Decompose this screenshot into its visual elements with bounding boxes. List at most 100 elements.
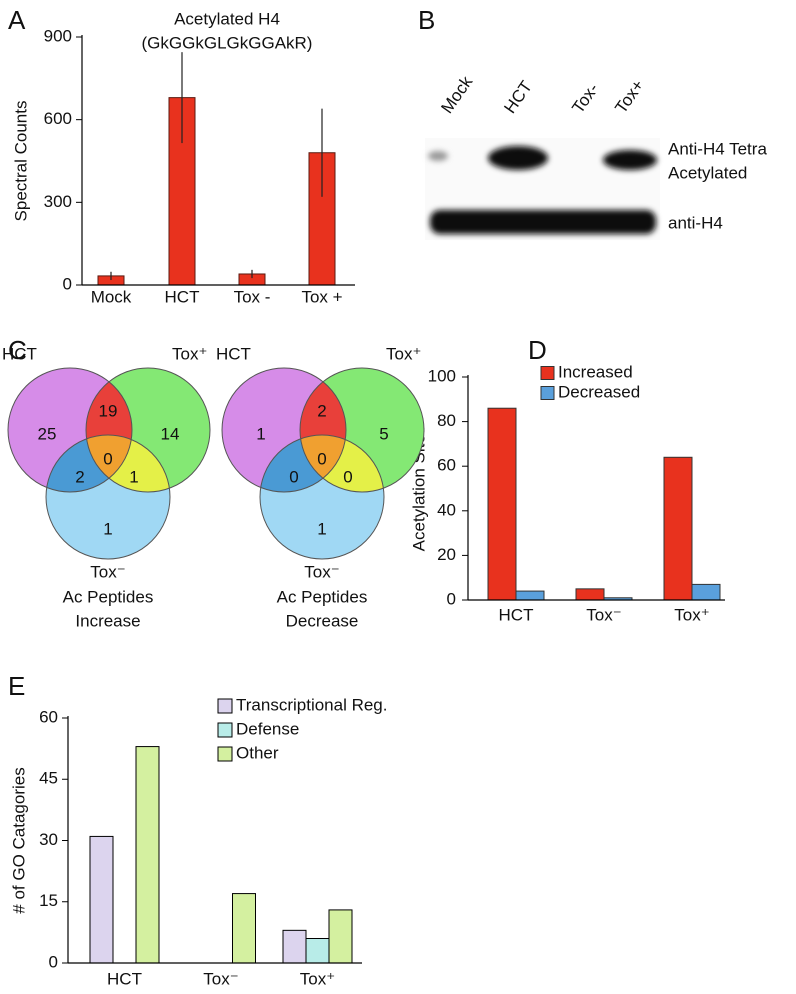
lane-label: Mock — [437, 72, 476, 117]
panel-letter: E — [8, 671, 25, 701]
chart-subtitle: (GkGGkGLGkGGAkR) — [142, 33, 313, 52]
set-label: Tox⁺ — [386, 344, 421, 363]
venn-caption: Ac Peptides — [63, 587, 154, 606]
venn-outline — [221, 367, 347, 493]
venn-count: 5 — [379, 424, 388, 443]
panel-letter: A — [8, 5, 26, 35]
blot-image — [425, 138, 660, 240]
venn — [7, 367, 211, 560]
y-tick-label: 100 — [428, 366, 456, 385]
y-axis-label: # of GO Catagories — [9, 767, 28, 913]
panel-letter: C — [8, 335, 27, 365]
x-tick-label: Tox⁺ — [674, 605, 709, 624]
x-tick-label: Tox⁻ — [586, 605, 621, 624]
set-label: HCT — [216, 344, 251, 363]
legend-swatch — [217, 722, 233, 738]
bar — [691, 583, 721, 601]
set-label: HCT — [2, 344, 37, 363]
venn — [221, 367, 425, 560]
bar — [663, 456, 693, 601]
panel-letter: D — [528, 335, 547, 365]
blot-label: Anti-H4 Tetra — [668, 139, 767, 158]
venn-count: 0 — [317, 449, 326, 468]
lane-label: Tox+ — [611, 76, 647, 117]
venn-caption: Ac Peptides — [277, 587, 368, 606]
x-tick-label: HCT — [107, 969, 142, 988]
x-tick-label: Mock — [91, 287, 132, 306]
venn-region — [86, 435, 170, 492]
venn-count: 2 — [317, 401, 326, 420]
x-tick-label: HCT — [499, 605, 534, 624]
lane-label: Tox- — [568, 80, 602, 117]
legend-label: Defense — [236, 719, 299, 738]
y-tick-label: 45 — [39, 769, 58, 788]
legend-label: Increased — [558, 362, 633, 381]
blot-label: anti-H4 — [668, 213, 723, 232]
y-axis-label: Spectral Counts — [11, 101, 30, 222]
legend-swatch — [217, 746, 233, 762]
venn-caption: Increase — [75, 611, 140, 630]
venn-region — [46, 435, 132, 492]
venn-count: 1 — [103, 519, 112, 538]
venn-count: 2 — [75, 467, 84, 486]
bar — [487, 407, 517, 601]
venn-count: 0 — [289, 467, 298, 486]
bar — [328, 909, 353, 964]
lane-label: HCT — [500, 77, 536, 117]
venn-outline — [45, 434, 171, 560]
x-tick-label: HCT — [165, 287, 200, 306]
venn-count: 0 — [103, 449, 112, 468]
set-label: Tox⁺ — [172, 344, 207, 363]
legend-label: Transcriptional Reg. — [236, 695, 388, 714]
legend-swatch — [540, 386, 555, 400]
y-tick-label: 0 — [49, 952, 58, 971]
y-tick-label: 20 — [437, 545, 456, 564]
y-tick-label: 300 — [44, 192, 72, 211]
legend-label: Other — [236, 743, 279, 762]
legend-label: Decreased — [558, 382, 640, 401]
venn-region — [300, 435, 384, 492]
y-tick-label: 900 — [44, 26, 72, 45]
x-tick-label: Tox + — [301, 287, 342, 306]
bar — [135, 746, 160, 964]
set-label: Tox⁻ — [90, 562, 125, 581]
y-tick-label: 60 — [39, 707, 58, 726]
bar — [282, 929, 307, 964]
venn-caption: Decrease — [286, 611, 359, 630]
y-tick-label: 600 — [44, 109, 72, 128]
venn-region — [260, 435, 346, 492]
bar — [575, 588, 605, 601]
x-tick-label: Tox⁺ — [300, 969, 335, 988]
venn-count: 1 — [256, 424, 265, 443]
chart-title: Acetylated H4 — [174, 9, 280, 28]
y-tick-label: 60 — [437, 456, 456, 475]
y-tick-label: 0 — [447, 589, 456, 608]
venn-count: 0 — [343, 467, 352, 486]
x-tick-label: Tox⁻ — [203, 969, 238, 988]
legend-swatch — [540, 366, 555, 380]
panel-letter: B — [418, 5, 435, 35]
x-tick-label: Tox - — [234, 287, 271, 306]
y-tick-label: 15 — [39, 891, 58, 910]
venn-outline — [85, 367, 211, 493]
venn-count: 1 — [317, 519, 326, 538]
venn-count: 1 — [129, 467, 138, 486]
venn-outline — [259, 434, 385, 560]
venn-count: 19 — [99, 401, 118, 420]
bar — [515, 590, 545, 601]
bar — [232, 893, 256, 964]
y-tick-label: 30 — [39, 830, 58, 849]
y-tick-label: 40 — [437, 500, 456, 519]
blot-label: Acetylated — [668, 163, 747, 182]
venn-outline — [299, 367, 425, 493]
venn-outline — [7, 367, 133, 493]
y-tick-label: 0 — [63, 274, 72, 293]
venn-count: 14 — [161, 424, 180, 443]
bar — [89, 835, 114, 964]
y-tick-label: 80 — [437, 411, 456, 430]
legend-swatch — [217, 698, 233, 714]
bar — [305, 938, 330, 964]
venn-count: 25 — [38, 424, 57, 443]
set-label: Tox⁻ — [304, 562, 339, 581]
